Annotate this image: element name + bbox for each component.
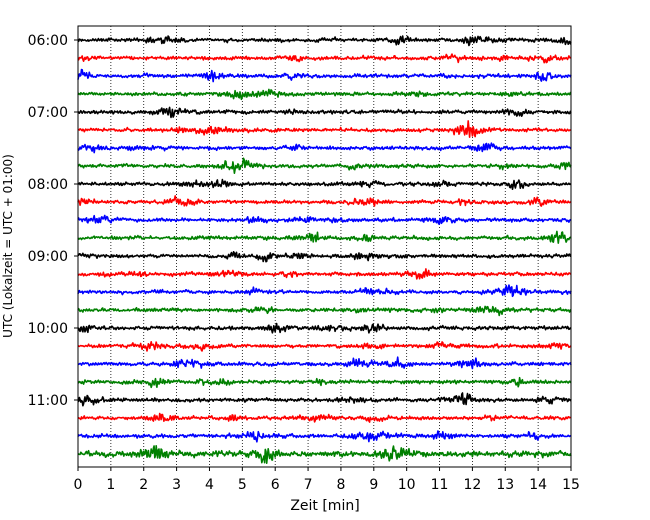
seismogram-trace-15 (77, 284, 572, 298)
seismogram-trace-1 (77, 35, 572, 47)
x-tick-label: 12 (463, 477, 481, 493)
seismogram-trace-22 (77, 412, 572, 423)
x-tick-label: 10 (398, 477, 416, 493)
seismogram-trace-24 (77, 445, 572, 464)
x-axis-label: Zeit [min] (290, 498, 359, 514)
seismogram-trace-10 (77, 195, 572, 207)
seismogram-trace-14 (77, 268, 572, 280)
seismogram-trace-4 (77, 88, 572, 101)
x-tick-label: 15 (562, 477, 580, 493)
y-tick-label: 08:00 (28, 177, 68, 193)
seismogram-trace-20 (77, 376, 572, 389)
x-tick-label: 2 (139, 477, 148, 493)
plot-frame (77, 25, 572, 468)
x-tick-label: 6 (271, 477, 280, 493)
seismogram-trace-18 (77, 341, 572, 352)
x-tick-label: 13 (496, 477, 514, 493)
seismogram-trace-19 (77, 356, 572, 370)
x-tick-label: 7 (304, 477, 313, 493)
seismogram-trace-3 (77, 68, 572, 83)
seismogram-trace-8 (77, 157, 572, 174)
y-tick-label: 07:00 (28, 105, 68, 121)
seismogram-trace-9 (77, 178, 572, 190)
x-tick-label: 14 (529, 477, 547, 493)
x-tick-label: 9 (369, 477, 378, 493)
y-axis-label: UTC (Lokalzeit = UTC + 01:00) (1, 154, 15, 338)
seismogram-trace-23 (77, 430, 572, 443)
seismogram-trace-5 (77, 106, 572, 119)
y-ticks: 06:00 07:00 08:00 09:00 10:00 11:00 (28, 33, 78, 409)
x-tick-label: 4 (205, 477, 214, 493)
x-tick-label: 1 (106, 477, 115, 493)
x-tick-label: 11 (431, 477, 449, 493)
y-tick-label: 11:00 (28, 393, 68, 409)
seismogram-trace-16 (77, 305, 572, 317)
y-tick-label: 10:00 (28, 321, 68, 337)
seismogram-trace-21 (77, 392, 572, 407)
x-tick-label: 0 (74, 477, 83, 493)
traces (77, 35, 572, 464)
x-tick-label: 3 (172, 477, 181, 493)
seismogram-trace-13 (77, 251, 572, 263)
x-ticks: 0 1 2 3 4 5 6 7 8 9 10 11 12 13 14 15 (74, 467, 580, 493)
seismogram-trace-2 (77, 53, 572, 64)
seismogram-trace-11 (77, 214, 572, 225)
seismogram-trace-7 (77, 142, 572, 154)
y-tick-label: 06:00 (28, 33, 68, 49)
x-tick-label: 8 (336, 477, 345, 493)
y-tick-label: 09:00 (28, 249, 68, 265)
seismogram-trace-17 (77, 322, 572, 334)
x-tick-label: 5 (238, 477, 247, 493)
seismogram-trace-6 (77, 120, 572, 138)
seismogram-trace-12 (77, 230, 572, 244)
